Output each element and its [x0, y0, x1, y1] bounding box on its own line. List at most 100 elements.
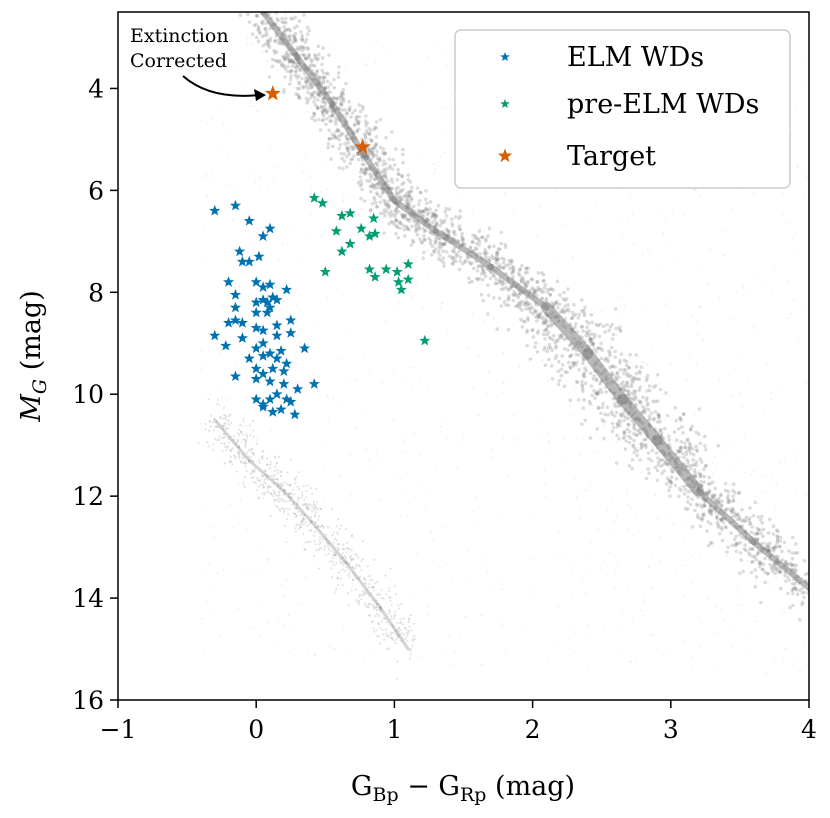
ms-star — [631, 396, 636, 401]
ms-star — [509, 261, 513, 266]
ms-star — [698, 475, 702, 479]
ms-star — [446, 230, 451, 234]
ms-star — [691, 453, 696, 457]
ms-star — [561, 310, 566, 314]
wd-star — [223, 422, 226, 425]
wd-star — [381, 628, 384, 631]
ms-star — [708, 541, 713, 545]
ms-star — [566, 360, 571, 365]
ms-star — [610, 370, 614, 375]
point-elm-wds — [229, 314, 242, 326]
ms-star — [422, 209, 426, 214]
ms-star — [710, 508, 714, 513]
wd-star — [323, 545, 326, 548]
ms-star — [783, 573, 787, 578]
wd-star — [371, 578, 374, 581]
field-star — [669, 363, 672, 366]
ms-star — [400, 213, 404, 217]
ms-star — [596, 405, 601, 410]
ms-star — [721, 520, 726, 525]
ms-star — [304, 57, 308, 61]
ms-star — [323, 101, 328, 106]
ms-star — [351, 111, 355, 115]
field-star — [222, 568, 225, 571]
field-star — [483, 319, 486, 322]
ms-star — [623, 447, 628, 451]
ms-star — [590, 393, 594, 398]
field-star — [249, 627, 252, 629]
ms-star — [277, 6, 281, 10]
ms-star — [386, 199, 391, 203]
ms-star — [288, 34, 292, 38]
field-star — [612, 444, 615, 447]
field-star — [621, 612, 624, 614]
ms-star — [561, 297, 566, 301]
ms-star — [313, 103, 318, 107]
ms-star — [608, 365, 612, 370]
ms-star — [784, 560, 788, 564]
ms-star — [499, 287, 504, 292]
wd-star — [311, 510, 314, 513]
ms-star — [674, 438, 679, 443]
ms-star — [321, 118, 326, 122]
wd-star — [272, 489, 275, 492]
ms-star — [315, 58, 320, 62]
ms-star — [634, 397, 638, 402]
ms-star — [467, 260, 471, 264]
wd-star — [261, 492, 264, 495]
field-star — [328, 645, 331, 648]
ms-star — [500, 256, 504, 261]
ms-star — [403, 234, 407, 238]
field-star — [696, 334, 698, 336]
field-star — [720, 609, 723, 611]
field-star — [614, 586, 616, 588]
ms-star — [487, 244, 492, 249]
ms-star — [345, 148, 350, 152]
ms-star — [478, 252, 482, 256]
ms-star — [637, 369, 642, 374]
ms-star — [659, 464, 664, 468]
ms-star — [300, 52, 305, 57]
wd-star — [297, 510, 300, 513]
ms-star — [757, 564, 762, 569]
ms-star — [291, 60, 296, 65]
ms-star — [322, 108, 327, 113]
field-star — [579, 505, 582, 508]
ms-star — [419, 213, 424, 218]
field-star — [267, 189, 270, 192]
field-star — [393, 221, 395, 224]
ms-star — [300, 48, 305, 53]
ms-star — [719, 492, 723, 497]
field-star — [731, 446, 734, 449]
wd-star — [309, 487, 312, 490]
ms-star — [614, 410, 619, 415]
ms-star — [642, 409, 647, 413]
wd-star — [385, 647, 389, 651]
field-star — [665, 303, 667, 306]
wd-star — [261, 457, 264, 460]
wd-star — [389, 567, 392, 570]
wd-star — [406, 632, 409, 636]
ms-star — [285, 69, 290, 73]
field-star — [441, 647, 444, 650]
field-star — [200, 422, 203, 425]
ms-star — [608, 353, 612, 358]
field-star — [444, 106, 447, 109]
field-star — [392, 419, 395, 421]
ms-star — [545, 349, 550, 354]
ms-star — [580, 387, 585, 391]
field-star — [726, 554, 729, 557]
field-star — [797, 165, 800, 168]
field-star — [249, 172, 252, 175]
ms-star — [548, 287, 552, 292]
ms-star — [655, 372, 660, 377]
field-star — [201, 364, 204, 367]
field-star — [252, 105, 255, 108]
field-star — [269, 145, 272, 148]
ms-star — [539, 296, 544, 301]
ms-star — [370, 182, 375, 187]
ms-star — [252, 1, 256, 5]
ms-star — [494, 261, 498, 265]
field-star — [248, 105, 251, 108]
ms-star — [375, 161, 379, 165]
